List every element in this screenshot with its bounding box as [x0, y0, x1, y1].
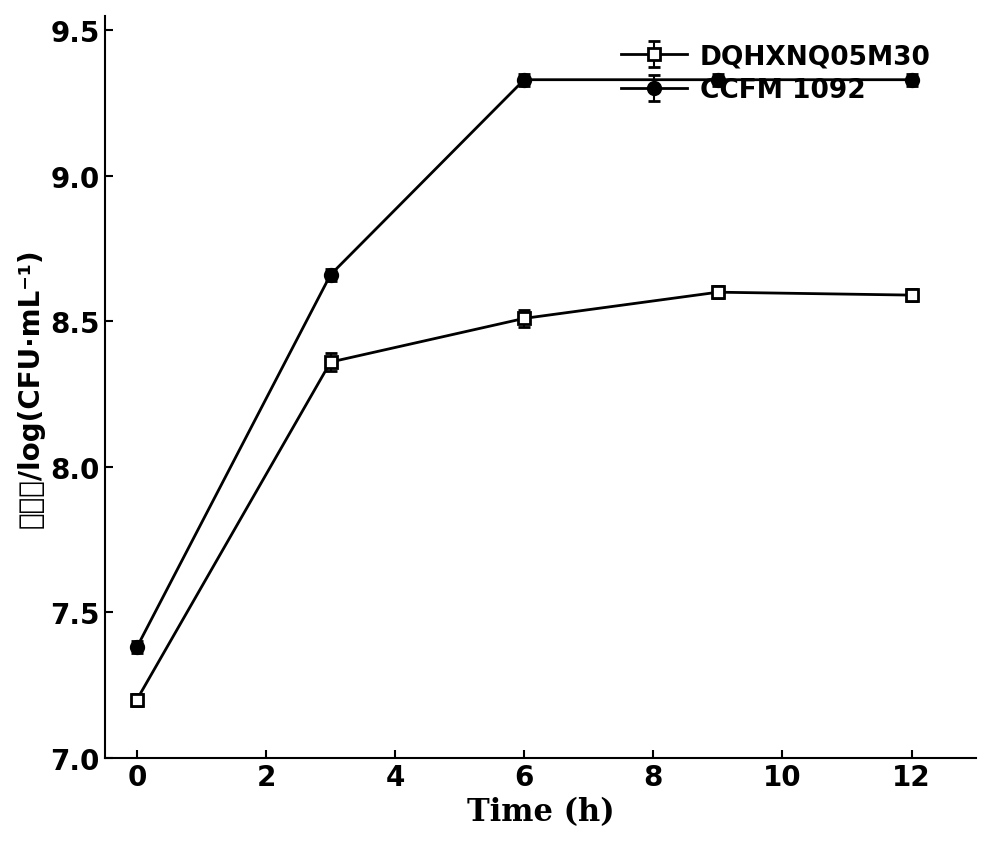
Y-axis label: 活菌数/log(CFU·mL⁻¹): 活菌数/log(CFU·mL⁻¹): [17, 247, 45, 527]
X-axis label: Time (h): Time (h): [467, 797, 614, 827]
Legend: DQHXNQ05M30, CCFM 1092: DQHXNQ05M30, CCFM 1092: [610, 34, 941, 115]
